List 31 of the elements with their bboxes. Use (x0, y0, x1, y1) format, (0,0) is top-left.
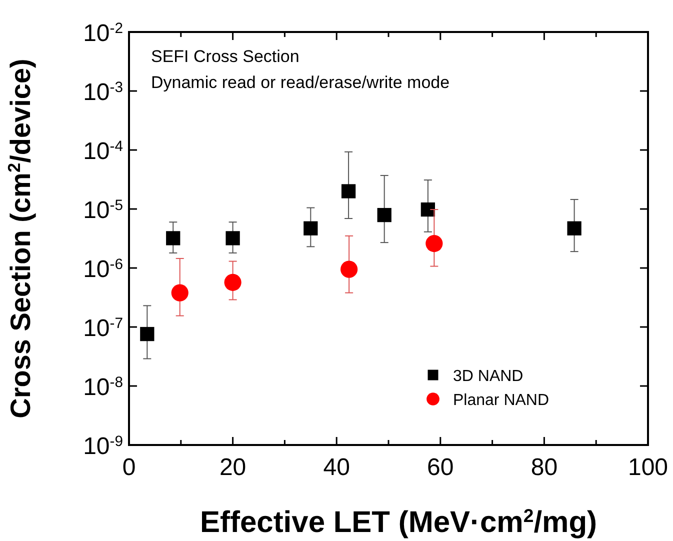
y-tick-label: 10$^{-8}$ (83, 374, 123, 401)
point (224, 274, 242, 291)
x-tick-label: 40 (323, 454, 350, 481)
y-tick-label: 10$^{-5}$ (83, 197, 123, 224)
point (140, 326, 154, 342)
x-axis-title: Effective LET (MeV·cm$^{2}$/mg) (200, 504, 598, 539)
point (340, 260, 358, 278)
point (226, 231, 240, 246)
y-tick-label: 10$^{-9}$ (83, 433, 123, 460)
point (420, 202, 436, 217)
annotation: Dynamic read or read/erase/write mode (151, 73, 450, 92)
y-tick-label: 10$^{-7}$ (83, 315, 123, 342)
x-tick-label: 60 (427, 454, 454, 481)
point (171, 284, 188, 302)
y-tick-label: 10$^{-4}$ (83, 138, 123, 165)
y-tick-label: 10$^{-2}$ (83, 20, 123, 47)
point (341, 184, 356, 198)
y-tick-label: 10$^{-3}$ (83, 79, 123, 106)
y-tick-label: 10$^{-6}$ (83, 256, 123, 283)
point (377, 208, 392, 222)
legend-label: 3D NAND (453, 368, 524, 385)
point (304, 221, 318, 236)
legend-label: Planar NAND (453, 392, 550, 409)
point (426, 234, 443, 252)
point (567, 221, 582, 236)
x-tick-label: 20 (219, 454, 246, 481)
x-tick-label: 80 (530, 454, 558, 481)
annotation: SEFI Cross Section (151, 47, 300, 66)
x-tick-label: 0 (122, 454, 136, 481)
x-tick-label: 100 (628, 454, 668, 481)
point (166, 231, 180, 246)
